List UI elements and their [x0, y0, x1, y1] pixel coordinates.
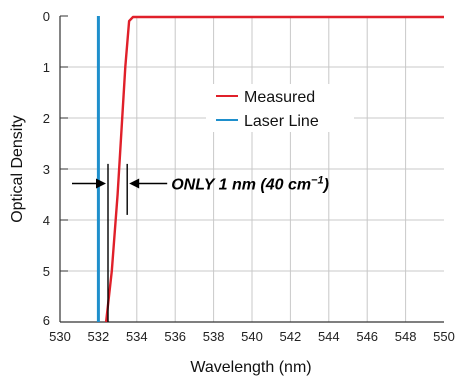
- y-tick-label: 5: [43, 264, 50, 279]
- annotation-label-end: ): [322, 177, 329, 194]
- y-tick-label: 2: [43, 111, 50, 126]
- y-tick-label: 0: [43, 9, 50, 24]
- legend-label-laser-line: Laser Line: [244, 113, 319, 130]
- x-tick-label: 542: [280, 329, 302, 344]
- axes: [59, 15, 444, 323]
- x-tick-label: 540: [241, 329, 263, 344]
- x-tick-label: 538: [203, 329, 225, 344]
- y-tick-label: 6: [43, 313, 50, 328]
- annotation-label: ONLY 1 nm (40 cm−1): [171, 175, 329, 194]
- legend-background: [206, 84, 354, 132]
- x-tick-label: 544: [318, 329, 340, 344]
- x-tick-label: 548: [395, 329, 417, 344]
- annotation-arrow-right-head: [129, 178, 140, 189]
- annotation-arrow-left-head: [96, 178, 106, 189]
- annotation-group: ONLY 1 nm (40 cm−1): [72, 163, 329, 322]
- y-tick-labels: 0 1 2 3 4 5 6: [43, 9, 50, 328]
- annotation-label-main: ONLY 1 nm (40 cm: [171, 177, 311, 194]
- x-tick-label: 534: [126, 329, 148, 344]
- y-tick-label: 1: [43, 60, 50, 75]
- series-group: [96, 15, 444, 323]
- x-tick-label: 532: [88, 329, 110, 344]
- y-axis-label: Optical Density: [9, 115, 26, 223]
- x-tick-label: 546: [356, 329, 378, 344]
- x-axis-label: Wavelength (nm): [190, 359, 311, 376]
- annotation-label-superscript: −1: [311, 175, 324, 187]
- legend-label-measured: Measured: [244, 89, 315, 106]
- y-tick-label: 3: [43, 162, 50, 177]
- x-tick-label: 530: [49, 329, 71, 344]
- series-line-measured: [104, 15, 444, 323]
- legend: Measured Laser Line: [206, 84, 354, 132]
- grid: [60, 16, 444, 322]
- x-tick-labels: 530 532 534 536 538 540 542 544 546 548 550: [49, 329, 455, 344]
- x-tick-label: 536: [164, 329, 186, 344]
- y-tick-label: 4: [43, 213, 50, 228]
- x-tick-label: 550: [433, 329, 455, 344]
